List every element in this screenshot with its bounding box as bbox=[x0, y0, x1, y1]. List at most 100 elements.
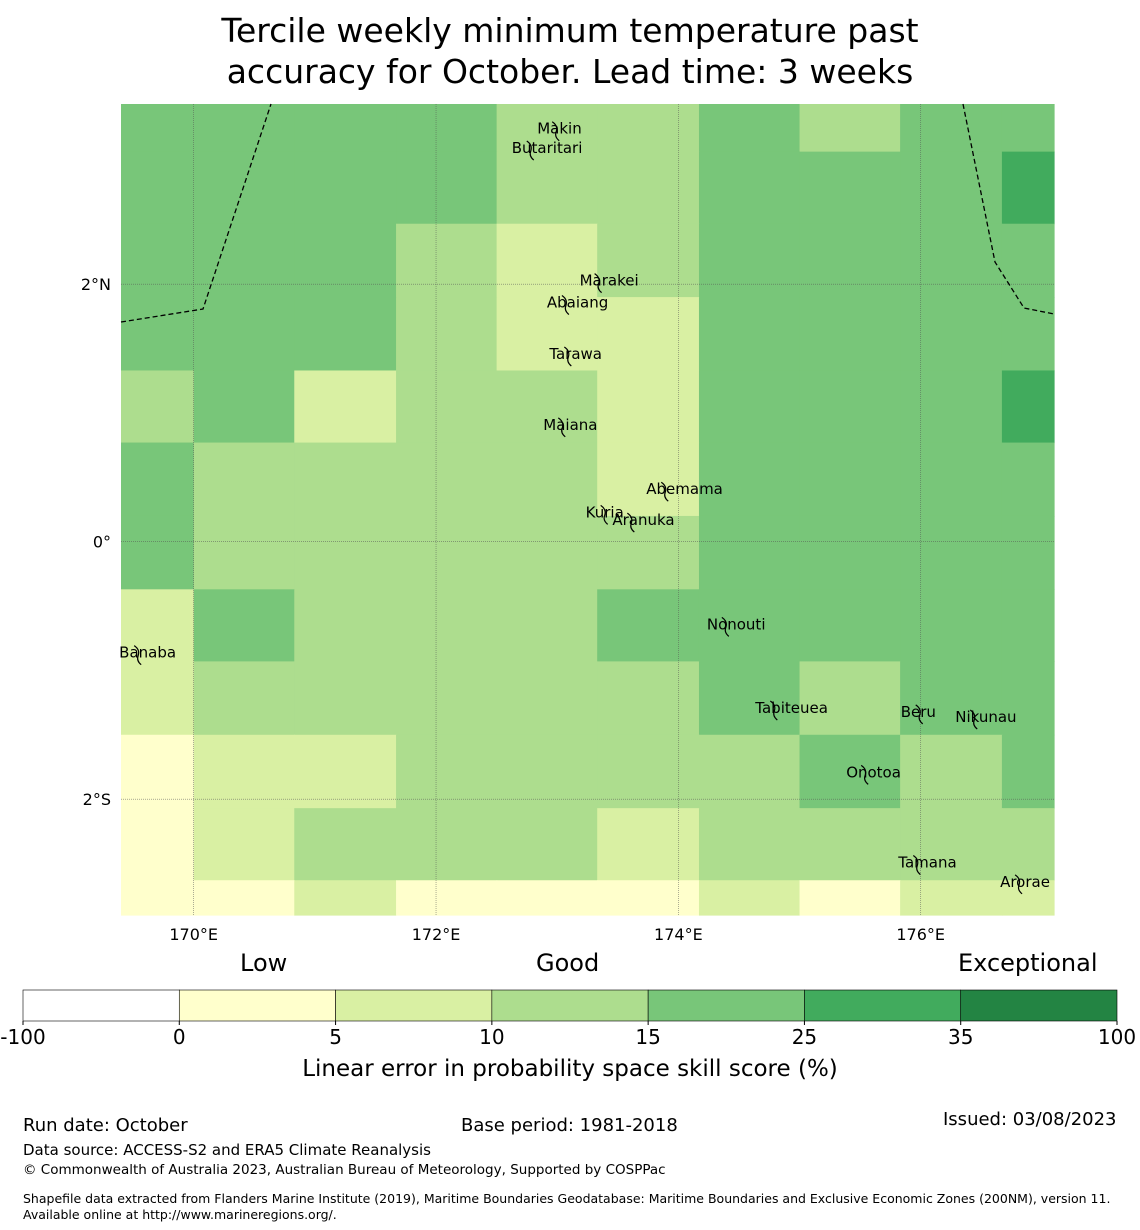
skill-cell bbox=[698, 370, 801, 444]
skill-cell bbox=[294, 589, 397, 663]
skill-cell bbox=[396, 661, 498, 736]
skill-cell bbox=[496, 734, 598, 809]
skill-cell bbox=[294, 151, 397, 225]
skill-cell bbox=[799, 515, 901, 590]
island-outline bbox=[769, 700, 778, 721]
skill-cell bbox=[900, 151, 1003, 225]
chart-title: Tercile weekly minimum temperature past … bbox=[0, 10, 1140, 92]
skill-cell bbox=[799, 734, 901, 809]
skill-cell bbox=[396, 442, 498, 517]
skill-cell bbox=[597, 589, 700, 663]
skill-cell bbox=[799, 661, 901, 736]
title-line-2: accuracy for October. Lead time: 3 weeks bbox=[226, 52, 914, 91]
skill-cell bbox=[900, 880, 1003, 916]
skill-cell bbox=[900, 223, 1003, 298]
island-tamana: Tamana bbox=[897, 854, 957, 875]
skill-cell bbox=[799, 151, 901, 225]
skill-cell bbox=[698, 442, 801, 517]
island-abemama: Abemama bbox=[646, 480, 723, 502]
colorbar-tick-label: 15 bbox=[635, 1025, 660, 1049]
island-onotoa: Onotoa bbox=[846, 763, 901, 785]
colorbar-tick-label: 100 bbox=[1098, 1025, 1136, 1049]
skill-cell bbox=[900, 734, 1003, 809]
skill-cell bbox=[900, 370, 1003, 444]
colorbar-bin bbox=[335, 989, 493, 1022]
island-outline bbox=[660, 481, 669, 502]
skill-cell bbox=[496, 661, 598, 736]
lon-tick-label: 170°E bbox=[169, 925, 218, 944]
skill-cell bbox=[396, 151, 498, 225]
skill-cell bbox=[1001, 880, 1055, 916]
island-banaba: Banaba bbox=[119, 644, 176, 666]
skill-cell bbox=[121, 661, 195, 736]
skill-cell bbox=[799, 442, 901, 517]
island-label: Onotoa bbox=[846, 763, 901, 781]
colorbar-bin bbox=[22, 989, 180, 1022]
skill-cell bbox=[597, 370, 700, 444]
colorbar-label-low: Low bbox=[240, 949, 288, 977]
skill-cell bbox=[193, 734, 295, 809]
skill-cell bbox=[121, 808, 195, 881]
skill-cell bbox=[396, 297, 498, 372]
graticule bbox=[121, 104, 1054, 915]
skill-cell bbox=[597, 223, 700, 298]
skill-cell bbox=[121, 104, 195, 153]
skill-cell bbox=[121, 734, 195, 809]
skill-cell bbox=[396, 370, 498, 444]
island-label: Butaritari bbox=[512, 139, 583, 157]
skill-cell bbox=[193, 589, 295, 663]
skill-cell bbox=[799, 297, 901, 372]
colorbar-tick-label: 0 bbox=[173, 1025, 186, 1049]
colorbar-bin bbox=[647, 989, 805, 1022]
skill-cell bbox=[294, 661, 397, 736]
island-outline bbox=[626, 512, 635, 533]
island-outline bbox=[557, 417, 566, 438]
skill-cell bbox=[698, 734, 801, 809]
skill-cell bbox=[193, 442, 295, 517]
skill-cell bbox=[193, 370, 295, 444]
skill-cell bbox=[597, 442, 700, 517]
skill-cell bbox=[294, 223, 397, 298]
colorbar-tick-label: 5 bbox=[329, 1025, 342, 1049]
island-label: Tarawa bbox=[548, 345, 602, 363]
lon-tick-label: 174°E bbox=[654, 925, 703, 944]
title-line-1: Tercile weekly minimum temperature past bbox=[221, 11, 919, 50]
skill-cell bbox=[396, 589, 498, 663]
colorbar-label-good: Good bbox=[536, 949, 600, 977]
island-outline bbox=[721, 616, 730, 637]
skill-cell bbox=[698, 880, 801, 916]
skill-cell bbox=[1001, 370, 1055, 444]
skill-cell bbox=[597, 734, 700, 809]
shapefile-credit: Shapefile data extracted from Flanders M… bbox=[23, 1191, 1111, 1222]
skill-cell bbox=[799, 589, 901, 663]
island-outline bbox=[860, 764, 869, 785]
skill-cell bbox=[900, 589, 1003, 663]
data-source: Data source: ACCESS-S2 and ERA5 Climate … bbox=[23, 1141, 431, 1159]
eez-boundary-east bbox=[962, 103, 1055, 315]
skill-cell bbox=[900, 515, 1003, 590]
skill-cell bbox=[294, 104, 397, 153]
colorbar-bin bbox=[178, 989, 336, 1022]
island-label: Nikunau bbox=[955, 708, 1016, 726]
skill-cell bbox=[698, 661, 801, 736]
island-outline bbox=[594, 273, 603, 294]
skill-cell bbox=[496, 808, 598, 881]
skill-cell bbox=[597, 151, 700, 225]
skill-cell bbox=[496, 515, 598, 590]
skill-cell bbox=[193, 223, 295, 298]
skill-cell bbox=[1001, 734, 1055, 809]
colorbar-bin bbox=[804, 989, 962, 1022]
skill-cell bbox=[496, 297, 598, 372]
skill-cell bbox=[1001, 151, 1055, 225]
island-label: Kuria bbox=[586, 503, 624, 521]
issued-date: Issued: 03/08/2023 bbox=[943, 1109, 1117, 1130]
lon-tick-label: 176°E bbox=[896, 925, 945, 944]
island-butaritari: Butaritari bbox=[512, 139, 583, 161]
skill-cell bbox=[900, 442, 1003, 517]
island-marakei: Marakei bbox=[580, 272, 639, 294]
skill-cell bbox=[193, 151, 295, 225]
colorbar-label-exceptional: Exceptional bbox=[958, 949, 1098, 977]
island-outline bbox=[912, 855, 921, 875]
copyright: © Commonwealth of Australia 2023, Austra… bbox=[23, 1162, 666, 1178]
colorbar-tick-label: 25 bbox=[792, 1025, 817, 1049]
